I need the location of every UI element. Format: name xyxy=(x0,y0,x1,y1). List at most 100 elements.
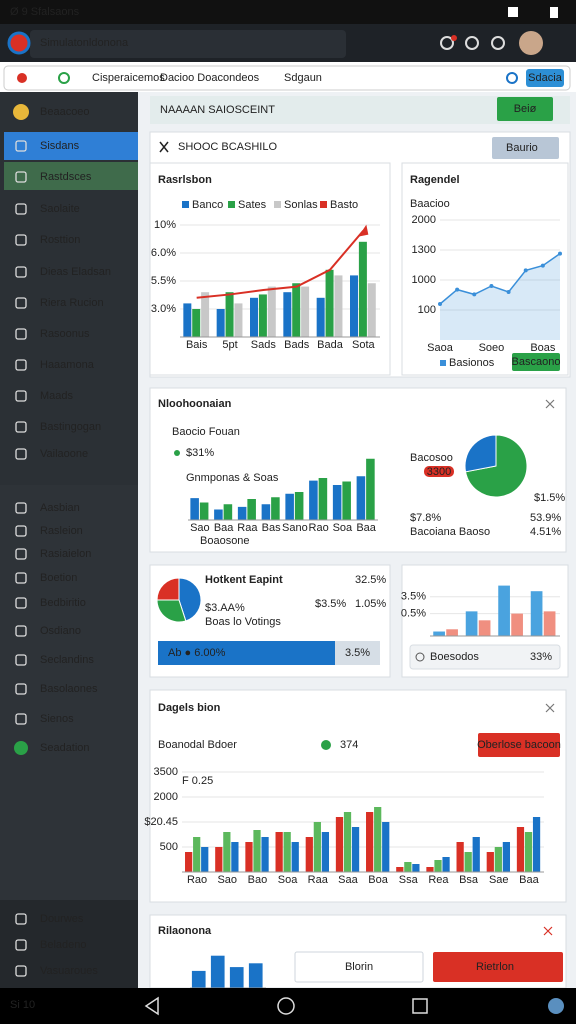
sidebar-item[interactable]: Saolaite xyxy=(40,203,80,215)
sidebar-item[interactable]: Vailaoone xyxy=(40,448,88,460)
y-tick-label: 10% xyxy=(154,219,176,231)
close-icon[interactable] xyxy=(545,399,555,409)
sidebar-item[interactable]: Aasbian xyxy=(40,502,80,514)
sidebar-item[interactable]: Maads xyxy=(40,390,74,402)
toolbar-button[interactable] xyxy=(526,69,564,87)
card-title: Hotkent Eapint xyxy=(205,574,283,586)
header-icon[interactable] xyxy=(465,36,479,50)
tab[interactable]: Cisperaicemos xyxy=(92,72,165,84)
bar xyxy=(366,812,374,872)
bar xyxy=(301,286,310,337)
sidebar-item[interactable]: Sienos xyxy=(40,713,74,725)
banner-button-label: Beiø xyxy=(514,103,537,115)
bar xyxy=(374,807,382,872)
sidebar-icon xyxy=(15,203,27,215)
highlight: F 0.25 xyxy=(182,775,213,787)
notification-dot xyxy=(451,35,457,41)
bar xyxy=(292,283,301,337)
avatar[interactable] xyxy=(519,31,543,55)
bar xyxy=(486,852,494,872)
sidebar-item[interactable]: Bastingogan xyxy=(40,421,101,433)
tab[interactable]: Sdgaun xyxy=(284,72,322,84)
sidebar-icon xyxy=(15,597,27,609)
sidebar-icon xyxy=(15,713,27,725)
sidebar-item[interactable]: Rastdsces xyxy=(40,171,92,183)
note: Gnmponas & Soas xyxy=(186,472,279,484)
recents-button[interactable] xyxy=(412,998,428,1014)
bar xyxy=(321,832,330,872)
footer-button[interactable] xyxy=(433,952,563,982)
bar xyxy=(225,292,234,337)
battery-icon xyxy=(550,7,558,18)
reload-icon[interactable] xyxy=(58,72,70,84)
bar xyxy=(524,832,533,872)
bar xyxy=(214,509,223,520)
sidebar-item[interactable]: Vasuaroues xyxy=(40,965,98,977)
sidebar-item[interactable]: Bedbiritio xyxy=(40,597,86,609)
point xyxy=(489,284,494,288)
dropdown[interactable] xyxy=(492,137,559,159)
sidebar-icon xyxy=(15,448,27,460)
sidebar-item[interactable]: Seadation xyxy=(40,742,90,754)
pie-label: Bacosoo xyxy=(410,452,453,464)
banner-title: NAAAAN SAIOSCEINT xyxy=(160,104,275,116)
sidebar-item[interactable]: Dourwes xyxy=(40,913,84,925)
bar xyxy=(229,967,244,988)
home-button[interactable] xyxy=(277,997,295,1015)
sidebar-item[interactable]: Riera Rucion xyxy=(40,297,104,309)
app-logo xyxy=(7,31,31,55)
tab[interactable]: Dacioo Doacondeos xyxy=(160,72,260,84)
y-tick-label: 3500 xyxy=(154,766,178,778)
sidebar-item[interactable]: Haaamona xyxy=(40,359,95,371)
bar xyxy=(511,613,523,636)
sidebar-item[interactable]: Osdiano xyxy=(40,625,81,637)
bar xyxy=(253,830,261,872)
sidebar-item[interactable]: Rasleion xyxy=(40,525,83,537)
footer-button-label: Rietrlon xyxy=(476,961,514,973)
sidebar-item[interactable]: Rosttion xyxy=(40,234,80,246)
bar xyxy=(316,297,325,337)
sidebar-icon xyxy=(15,683,27,695)
y-tick-label: 2000 xyxy=(412,214,436,226)
close-icon[interactable] xyxy=(545,703,555,713)
sidebar-icon xyxy=(14,741,28,755)
x-tick-label: Boas xyxy=(530,342,556,354)
y-tick-label: 500 xyxy=(160,841,178,853)
bar xyxy=(216,309,225,337)
input[interactable] xyxy=(294,951,424,983)
sidebar-icon xyxy=(13,104,29,120)
bar xyxy=(305,837,313,872)
sidebar-item[interactable]: Dieas Eladsan xyxy=(40,266,111,278)
headline: $31% xyxy=(186,447,214,459)
sidebar-item[interactable]: Seclandins xyxy=(40,654,94,666)
bar xyxy=(494,847,502,872)
stat: 53.9% xyxy=(530,512,561,524)
sidebar-item[interactable]: Sisdans xyxy=(40,140,80,152)
search-bar xyxy=(30,30,346,58)
bar xyxy=(446,629,458,636)
sidebar-icon xyxy=(15,913,27,925)
banner-button[interactable] xyxy=(497,97,553,121)
assistant-button[interactable] xyxy=(548,998,564,1014)
sidebar-icon xyxy=(15,548,27,560)
bar xyxy=(192,309,201,337)
header-icon[interactable] xyxy=(440,36,454,50)
bar xyxy=(237,506,247,520)
header-icon[interactable] xyxy=(491,36,505,50)
back-button[interactable] xyxy=(144,996,159,1016)
card xyxy=(149,162,391,376)
sidebar-item[interactable]: Boetion xyxy=(40,572,77,584)
badge xyxy=(424,466,454,477)
sidebar-item[interactable]: Beaacoeo xyxy=(40,106,90,118)
sidebar-item[interactable]: Beladeno xyxy=(40,939,87,951)
bar xyxy=(261,504,271,520)
bar xyxy=(185,852,193,872)
sidebar-item[interactable]: Rasiaielon xyxy=(40,548,91,560)
sidebar-item[interactable]: Rasoonus xyxy=(40,328,90,340)
close-icon[interactable] xyxy=(543,926,553,936)
details-button[interactable] xyxy=(478,733,560,757)
sidebar-item[interactable]: Basolaones xyxy=(40,683,98,695)
point xyxy=(438,302,442,306)
search-icon[interactable] xyxy=(506,72,518,84)
card-button[interactable] xyxy=(512,353,560,371)
